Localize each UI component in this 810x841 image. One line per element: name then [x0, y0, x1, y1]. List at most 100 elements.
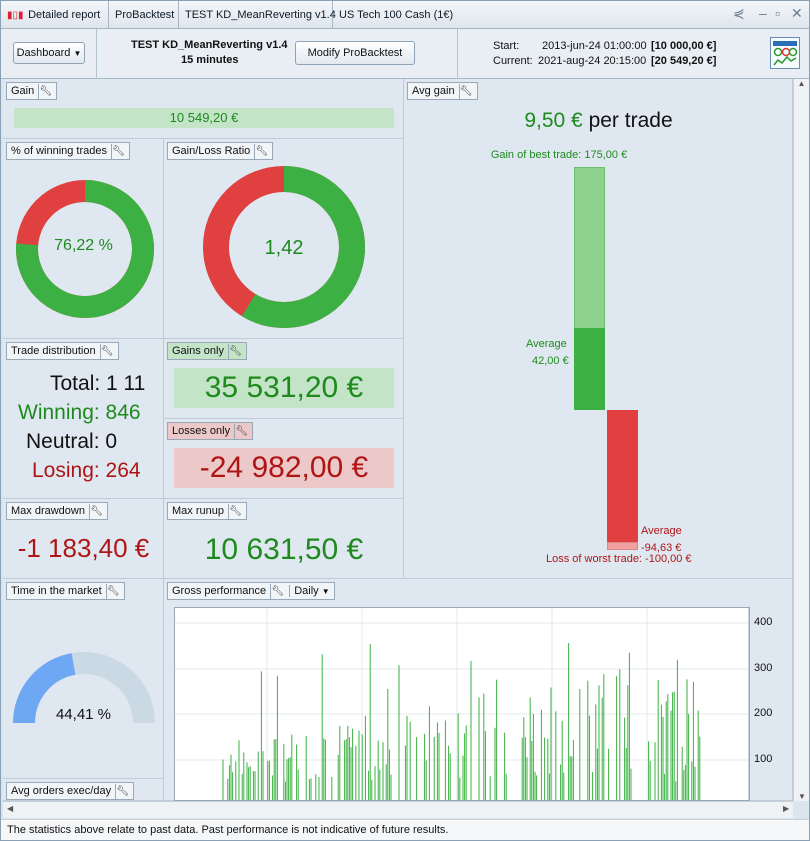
gain-value: 10 549,20 € [14, 108, 394, 128]
performance-chart [174, 607, 750, 801]
wrench-icon[interactable]: 🔧︎ [99, 344, 114, 360]
total-trades: Total: 1 11 [50, 372, 146, 395]
wrench-icon[interactable]: 🔧︎ [254, 144, 268, 160]
gross-performance-title: Gross performance 🔧︎ Daily ▼ [167, 582, 335, 600]
strategy-name: TEST KD_MeanReverting v1.4 [131, 39, 288, 51]
tab-probacktest[interactable]: ProBacktest [109, 1, 179, 29]
max-drawdown-panel: Max drawdown 🔧︎ -1 183,40 € [3, 499, 164, 579]
wrench-icon[interactable]: 🔧︎ [38, 84, 52, 100]
start-date: 2013-jun-24 01:00:00 [542, 40, 647, 52]
winning-donut [16, 180, 154, 318]
report-header: Dashboard ▼ TEST KD_MeanReverting v1.4 1… [1, 29, 809, 79]
gauge-fill [13, 653, 76, 724]
max-drawdown-value: -1 183,40 € [17, 533, 150, 563]
winning-pct-value: 76,22 % [54, 237, 113, 254]
winning-trades-panel: % of winning trades 🔧︎ 76,22 % [3, 139, 164, 339]
avg-loss-label: Average [641, 525, 682, 537]
wrench-icon[interactable]: 🔧︎ [227, 344, 242, 360]
gain-loss-ratio-title: Gain/Loss Ratio 🔧︎ [167, 142, 274, 160]
share-icon[interactable]: ⋞ [733, 5, 745, 21]
gain-title: Gain 🔧︎ [6, 82, 58, 100]
avg-gain-unit: per trade [588, 109, 673, 132]
wrench-icon[interactable]: 🔧︎ [115, 784, 129, 800]
wrench-icon[interactable]: 🔧︎ [227, 504, 242, 520]
wrench-icon[interactable]: 🔧︎ [111, 144, 125, 160]
wrench-icon[interactable]: 🔧︎ [88, 504, 103, 520]
y-tick-400: 400 [754, 616, 773, 628]
losses-only-value: -24 982,00 € [174, 448, 394, 488]
start-capital: [10 000,00 €] [651, 40, 717, 52]
modify-probacktest-button[interactable]: Modify ProBacktest [295, 41, 415, 65]
scroll-up-icon[interactable]: ▲ [797, 79, 806, 88]
avg-orders-title: Avg orders exec/day 🔧︎ [6, 782, 135, 800]
dashboard-dropdown[interactable]: Dashboard ▼ [13, 42, 85, 64]
time-in-market-value: 44,41 % [55, 706, 112, 723]
header-divider [96, 29, 97, 79]
horizontal-scrollbar[interactable]: ◀ ▶ [3, 801, 793, 818]
max-runup-value: 10 631,50 € [204, 533, 364, 566]
time-in-market-title: Time in the market 🔧︎ [6, 582, 125, 600]
period-dropdown[interactable]: Daily ▼ [289, 585, 330, 597]
tab-instrument[interactable]: US Tech 100 Cash (1€) [333, 1, 457, 29]
winning-trades: Winning: 846 [18, 401, 141, 424]
gains-only-title: Gains only 🔧︎ [167, 342, 247, 360]
header-divider [457, 29, 458, 79]
max-runup-title: Max runup 🔧︎ [167, 502, 247, 520]
tab-label: TEST KD_MeanReverting v1.4 [185, 9, 336, 21]
report-export-icon[interactable] [770, 37, 800, 69]
scroll-right-icon[interactable]: ▶ [783, 804, 790, 813]
current-capital: [20 549,20 €] [651, 55, 717, 67]
trade-distribution-title: Trade distribution 🔧︎ [6, 342, 119, 360]
neutral-trades: Neutral: 0 [26, 430, 118, 453]
scroll-left-icon[interactable]: ◀ [7, 804, 14, 813]
scroll-down-icon[interactable]: ▼ [798, 792, 806, 801]
gain-panel: Gain 🔧︎ 10 549,20 € [3, 79, 404, 139]
ratio-donut [203, 166, 365, 328]
close-icon[interactable]: ✕ [791, 5, 803, 21]
time-gauge [13, 652, 155, 724]
dashboard-label: Dashboard [16, 47, 71, 59]
tab-label: Detailed report [28, 9, 101, 21]
avg-gain-title: Avg gain 🔧︎ [407, 82, 478, 100]
wrench-icon[interactable]: 🔧︎ [458, 84, 473, 100]
gains-only-panel: Gains only 🔧︎ 35 531,20 € [164, 339, 404, 419]
wrench-icon[interactable]: 🔧︎ [234, 424, 248, 440]
donut-win-arc [16, 180, 154, 318]
wrench-icon[interactable]: 🔧︎ [270, 584, 284, 600]
donut-gain-arc [203, 166, 365, 328]
chevron-down-icon: ▼ [321, 587, 330, 596]
current-date: 2021-aug-24 20:15:00 [538, 55, 647, 67]
avg-orders-panel: Avg orders exec/day 🔧︎ [3, 779, 164, 801]
tab-detailed-report[interactable]: ▮▯▮ Detailed report [1, 1, 109, 29]
chevron-down-icon: ▼ [73, 49, 82, 58]
avg-loss-bar [607, 410, 638, 543]
max-drawdown-title: Max drawdown 🔧︎ [6, 502, 108, 520]
tab-label: ProBacktest [115, 9, 175, 21]
trade-distribution-panel: Trade distribution 🔧︎ Total: 1 11 Winning… [3, 339, 164, 499]
losing-trades: Losing: 264 [32, 459, 141, 482]
avg-gain-heading: 9,50 € per trade [404, 109, 793, 133]
ratio-value: 1,42 [264, 237, 304, 259]
wrench-icon[interactable]: 🔧︎ [105, 584, 120, 600]
y-tick-300: 300 [754, 662, 773, 674]
minimize-icon[interactable]: – [759, 5, 767, 21]
start-label: Start: [493, 40, 520, 52]
disclaimer: The statistics above relate to past data… [1, 819, 809, 840]
avg-win-label: Average [526, 338, 567, 350]
vertical-scrollbar[interactable]: ▲ ▼ [793, 79, 809, 801]
y-tick-100: 100 [754, 753, 773, 765]
tab-strategy[interactable]: TEST KD_MeanReverting v1.4 [179, 1, 336, 29]
losses-only-title: Losses only 🔧︎ [167, 422, 254, 440]
losses-only-panel: Losses only 🔧︎ -24 982,00 € [164, 419, 404, 499]
avg-gain-panel: Avg gain 🔧︎ 9,50 € per trade Gain of best… [404, 79, 793, 579]
tab-label: US Tech 100 Cash (1€) [339, 9, 454, 21]
current-label: Current: [493, 55, 533, 67]
candlestick-icon: ▮▯▮ [7, 10, 24, 21]
gross-performance-panel: Gross performance 🔧︎ Daily ▼ 400 [164, 579, 793, 801]
timeframe: 15 minutes [181, 54, 239, 66]
time-in-market-panel: Time in the market 🔧︎ 44,41 % [3, 579, 164, 779]
max-runup-panel: Max runup 🔧︎ 10 631,50 € [164, 499, 404, 579]
maximize-icon[interactable]: ▫ [775, 5, 780, 21]
gains-only-value: 35 531,20 € [174, 368, 394, 408]
